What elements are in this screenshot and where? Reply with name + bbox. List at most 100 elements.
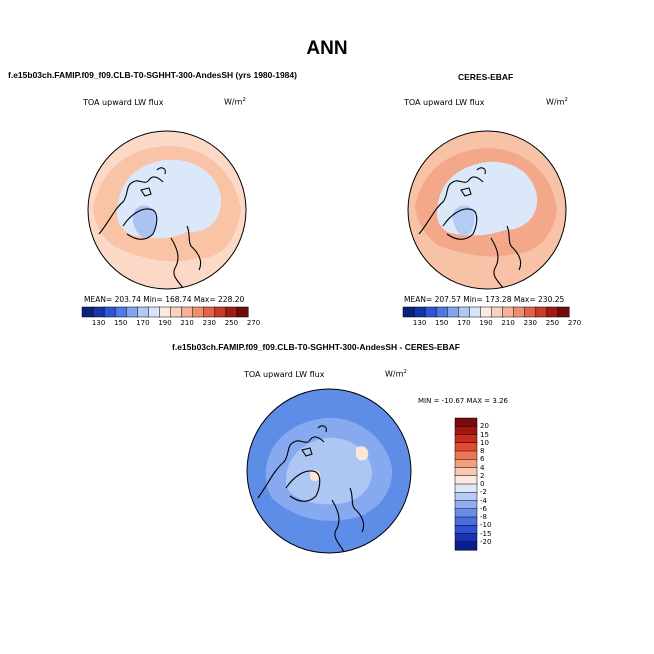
diff-colorbar-swatch (454, 508, 478, 518)
obs-colorbar-swatch (402, 306, 415, 318)
obs-colorbar-tick-label: 130 (412, 319, 427, 327)
obs-colorbar-swatch (413, 306, 426, 318)
obs-colorbar-tick-label: 270 (567, 319, 582, 327)
model-variable-label: TOA upward LW flux (83, 98, 164, 107)
obs-colorbar-swatch (447, 306, 459, 318)
model-field-low (132, 205, 156, 238)
model-colorbar-swatch (192, 306, 205, 318)
obs-colorbar-swatch (491, 306, 504, 318)
obs-colorbar-tick-label: 210 (501, 319, 515, 327)
model-colorbar-tick-label: 150 (114, 319, 128, 327)
obs-map-border (407, 130, 567, 290)
diff-coastlines (257, 425, 365, 553)
obs-colorbar-swatch (480, 306, 493, 318)
model-colorbar-swatch (114, 306, 127, 318)
model-colorbar-tick-label: 130 (91, 319, 106, 327)
diff-colorbar-swatch (454, 483, 478, 493)
model-colorbar-swatch (81, 306, 94, 318)
model-colorbar-tick-label: 270 (246, 319, 261, 327)
diff-colorbar-tick-label: 2 (480, 471, 485, 480)
obs-colorbar (402, 306, 570, 318)
diff-colorbar-tick-label: -10 (480, 521, 492, 530)
diff-units-label: W/m2 (385, 369, 407, 379)
obs-colorbar-swatch (513, 306, 526, 318)
diff-colorbar-tick-label: 8 (480, 447, 485, 455)
model-colorbar-swatch (236, 306, 249, 318)
obs-colorbar-tick-label: 230 (523, 319, 537, 327)
model-colorbar-tick-label: 170 (136, 319, 150, 327)
model-colorbar-swatch (203, 306, 216, 318)
obs-colorbar-swatch (502, 306, 515, 318)
obs-variable-label: TOA upward LW flux (404, 98, 485, 107)
model-colorbar (81, 306, 249, 318)
diff-colorbar-tick-label: 15 (480, 430, 489, 439)
diff-colorbar-tick-label: -6 (480, 504, 487, 513)
obs-colorbar-swatch (424, 306, 437, 318)
obs-units-label: W/m2 (546, 97, 568, 107)
diff-map-border (246, 388, 412, 554)
diff-colorbar-swatch (454, 450, 478, 460)
diff-colorbar-tick-label: -4 (480, 496, 487, 505)
diff-colorbar-swatch (454, 492, 478, 502)
model-colorbar-swatch (159, 306, 172, 318)
diff-colorbar-swatch (454, 442, 478, 452)
model-colorbar-swatch (181, 306, 194, 318)
diff-panel-title: f.e15b03ch.FAMIP.f09_f09.CLB-T0-SGHHT-30… (172, 342, 460, 352)
diff-colorbar-swatch (454, 533, 478, 543)
obs-coastlines (418, 167, 522, 289)
obs-field-low (452, 205, 475, 236)
diff-colorbar-tick-label: 6 (480, 455, 485, 464)
obs-colorbar-labels: 130 150 170 190 210 230 250 270 (403, 319, 581, 329)
model-colorbar-labels: 130 150 170 190 210 230 250 270 (82, 319, 260, 329)
diff-colorbar-tick-label: 10 (480, 438, 489, 447)
model-colorbar-tick-label: 210 (180, 319, 194, 327)
model-colorbar-tick-label: 250 (224, 319, 239, 327)
model-colorbar-tick-label: 230 (202, 319, 216, 327)
model-colorbar-swatch (225, 306, 238, 318)
obs-colorbar-swatch (557, 306, 570, 318)
obs-colorbar-swatch (546, 306, 559, 318)
model-colorbar-swatch (103, 306, 116, 318)
diff-colorbar-tick-label: 4 (480, 463, 485, 472)
model-colorbar-swatch (170, 306, 183, 318)
diff-colorbar-tick-label: -20 (480, 537, 492, 546)
obs-colorbar-swatch (535, 306, 548, 318)
diff-colorbar-swatch (454, 541, 478, 551)
model-colorbar-tick-label: 190 (158, 319, 172, 327)
obs-stats: MEAN= 207.57 Min= 173.28 Max= 230.25 (404, 295, 565, 304)
page-title: ANN (306, 38, 348, 59)
diff-polar-map (246, 388, 412, 554)
obs-colorbar-swatch (435, 306, 448, 318)
diff-colorbar-swatch (454, 516, 478, 526)
model-coastlines (98, 167, 202, 289)
diff-colorbar-swatch (454, 500, 478, 510)
model-colorbar-swatch (92, 306, 105, 318)
model-colorbar-swatch (148, 306, 161, 318)
diff-stats: MIN = -10.67 MAX = 3.26 (418, 397, 508, 405)
diff-variable-label: TOA upward LW flux (244, 370, 325, 379)
obs-panel-title: CERES-EBAF (458, 72, 514, 82)
model-units-label: W/m2 (224, 97, 246, 107)
diff-colorbar-tick-label: -15 (480, 529, 492, 538)
diff-colorbar-swatch (454, 467, 478, 477)
diff-colorbar (454, 417, 478, 551)
diff-colorbar-swatch (454, 417, 478, 427)
diff-colorbar-tick-label: 0 (480, 480, 485, 488)
model-colorbar-swatch (214, 306, 227, 318)
model-polar-map (87, 130, 247, 290)
obs-colorbar-tick-label: 150 (435, 319, 449, 327)
diff-field-inner (286, 437, 372, 505)
obs-polar-map (407, 130, 567, 290)
obs-colorbar-tick-label: 250 (545, 319, 560, 327)
obs-colorbar-swatch (469, 306, 482, 318)
diff-colorbar-swatch (454, 475, 478, 485)
diff-colorbar-swatch (454, 459, 478, 469)
model-map-border (87, 130, 247, 290)
diff-colorbar-swatch (454, 434, 478, 444)
obs-colorbar-tick-label: 190 (479, 319, 493, 327)
model-colorbar-swatch (126, 306, 138, 318)
obs-colorbar-swatch (458, 306, 470, 318)
diff-colorbar-tick-label: -8 (480, 513, 487, 521)
obs-colorbar-tick-label: 170 (457, 319, 471, 327)
model-stats: MEAN= 203.74 Min= 168.74 Max= 228.20 (84, 295, 245, 304)
